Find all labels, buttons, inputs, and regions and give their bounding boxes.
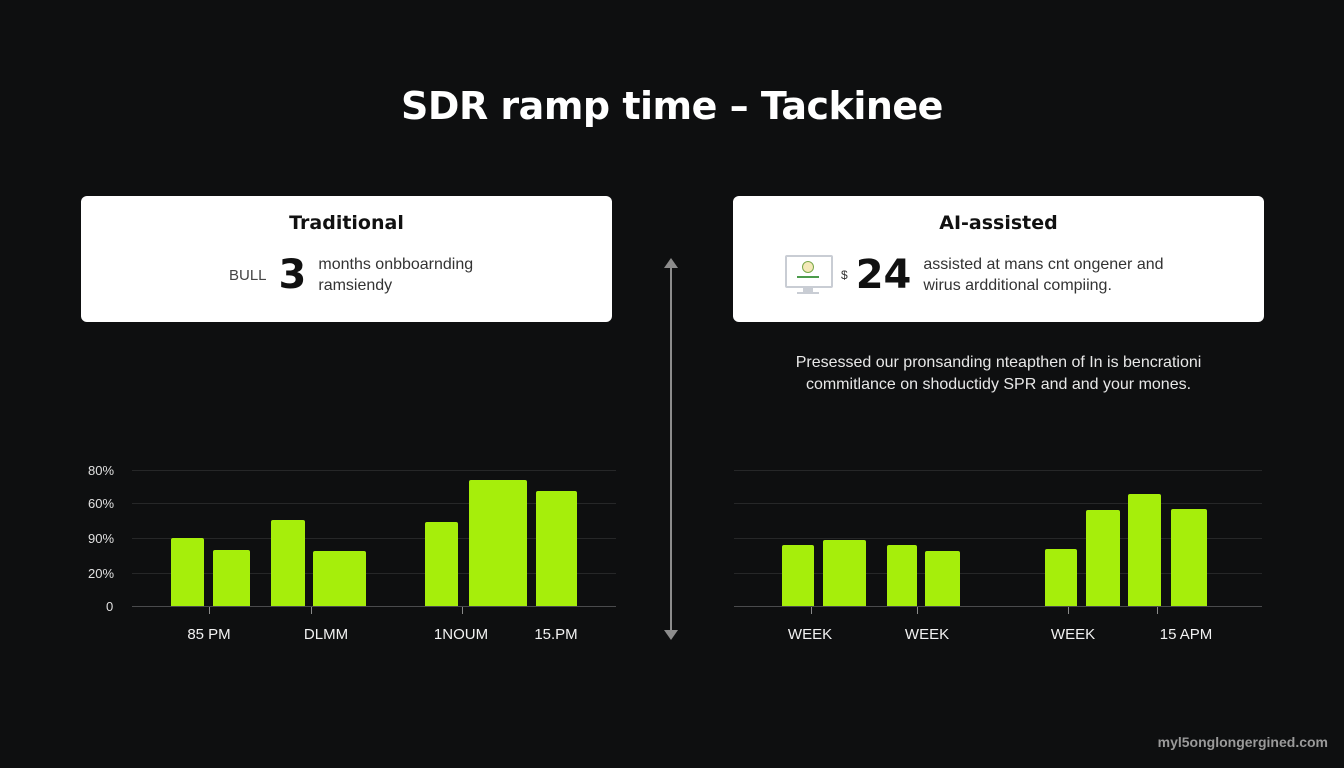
- gridline: [132, 573, 616, 574]
- traditional-card: Traditional BULL 3 months onbboarnding r…: [81, 196, 612, 322]
- y-tick-label: 20%: [88, 566, 115, 581]
- x-tick-label: 1NOUM: [433, 626, 489, 643]
- y-tick-label: 60%: [88, 496, 115, 511]
- card-stat-row: $ 24 assisted at mans cnt ongener and wi…: [785, 254, 1164, 296]
- x-axis: [132, 606, 616, 607]
- card-title: Traditional: [289, 212, 404, 234]
- bar: [1128, 494, 1161, 606]
- gridline: [734, 538, 1262, 539]
- arrow-up-icon: [664, 258, 678, 268]
- bar: [823, 540, 866, 606]
- ai-assisted-bar-chart: WEEK WEEK WEEK 15 APM: [730, 460, 1270, 650]
- stat-prefix: BULL: [229, 266, 267, 284]
- y-tick-label: 80%: [88, 463, 115, 478]
- x-tick-label: WEEK: [1050, 626, 1096, 643]
- bar: [1086, 510, 1120, 606]
- ai-assisted-card: AI-assisted $ 24 assisted at mans cnt on…: [733, 196, 1264, 322]
- gridline: [132, 470, 616, 471]
- bar: [925, 551, 960, 606]
- bar: [313, 551, 366, 606]
- x-tick: [1068, 607, 1069, 614]
- x-tick: [311, 607, 312, 614]
- y-tick-label: 90%: [88, 531, 115, 546]
- page-title: SDR ramp time – Tackinee: [401, 84, 943, 128]
- bar: [213, 550, 250, 606]
- bar: [425, 522, 458, 606]
- x-tick-label: 15.PM: [534, 626, 578, 643]
- bar: [271, 520, 305, 606]
- stat-description: assisted at mans cnt ongener and wirus a…: [923, 254, 1163, 296]
- x-tick: [917, 607, 918, 614]
- bar: [887, 545, 917, 606]
- x-tick-label: WEEK: [787, 626, 833, 643]
- bar: [782, 545, 814, 606]
- x-tick: [1157, 607, 1158, 614]
- x-axis: [734, 606, 1262, 607]
- card-title: AI-assisted: [939, 212, 1058, 234]
- x-tick-label: 85 PM: [187, 626, 231, 643]
- bar: [1171, 509, 1207, 606]
- x-tick: [462, 607, 463, 614]
- bar: [536, 491, 577, 606]
- traditional-bar-chart: 80% 60% 90% 20% 0 85 PM DLMM 1NOUM 15.PM: [80, 460, 620, 650]
- gridline: [734, 573, 1262, 574]
- bar: [1045, 549, 1077, 606]
- desc-line-1: months onbboarnding: [318, 256, 474, 273]
- bar: [171, 538, 204, 606]
- y-tick-label: 0: [106, 599, 114, 614]
- ai-subtext: Presessed our pronsanding nteapthen of I…: [733, 352, 1264, 396]
- arrow-down-icon: [664, 630, 678, 640]
- monitor-user-icon: [785, 255, 833, 295]
- gridline: [132, 503, 616, 504]
- desc-line-2: wirus ardditional compiing.: [923, 277, 1112, 294]
- gridline: [734, 470, 1262, 471]
- x-tick-label: WEEK: [904, 626, 950, 643]
- watermark: myl5onglongergined.com: [1157, 734, 1328, 750]
- divider-line: [670, 262, 672, 636]
- x-tick: [811, 607, 812, 614]
- stat-value: 24: [855, 252, 912, 298]
- desc-line-2: ramsiendy: [318, 277, 393, 294]
- gridline: [734, 503, 1262, 504]
- subtext-line-1: Presessed our pronsanding nteapthen of I…: [795, 354, 1202, 371]
- subtext-line-2: commitlance on shoductidy SPR and and yo…: [805, 376, 1192, 393]
- gridline: [132, 538, 616, 539]
- x-tick-label: DLMM: [303, 626, 349, 643]
- x-tick: [209, 607, 210, 614]
- card-stat-row: BULL 3 months onbboarnding ramsiendy: [229, 254, 473, 296]
- stat-value: 3: [278, 252, 307, 298]
- stat-description: months onbboarnding ramsiendy: [318, 254, 473, 296]
- x-tick-label: 15 APM: [1159, 626, 1213, 643]
- desc-line-1: assisted at mans cnt ongener and: [923, 256, 1164, 273]
- stat-prefix: $: [841, 268, 848, 282]
- bar: [469, 480, 527, 606]
